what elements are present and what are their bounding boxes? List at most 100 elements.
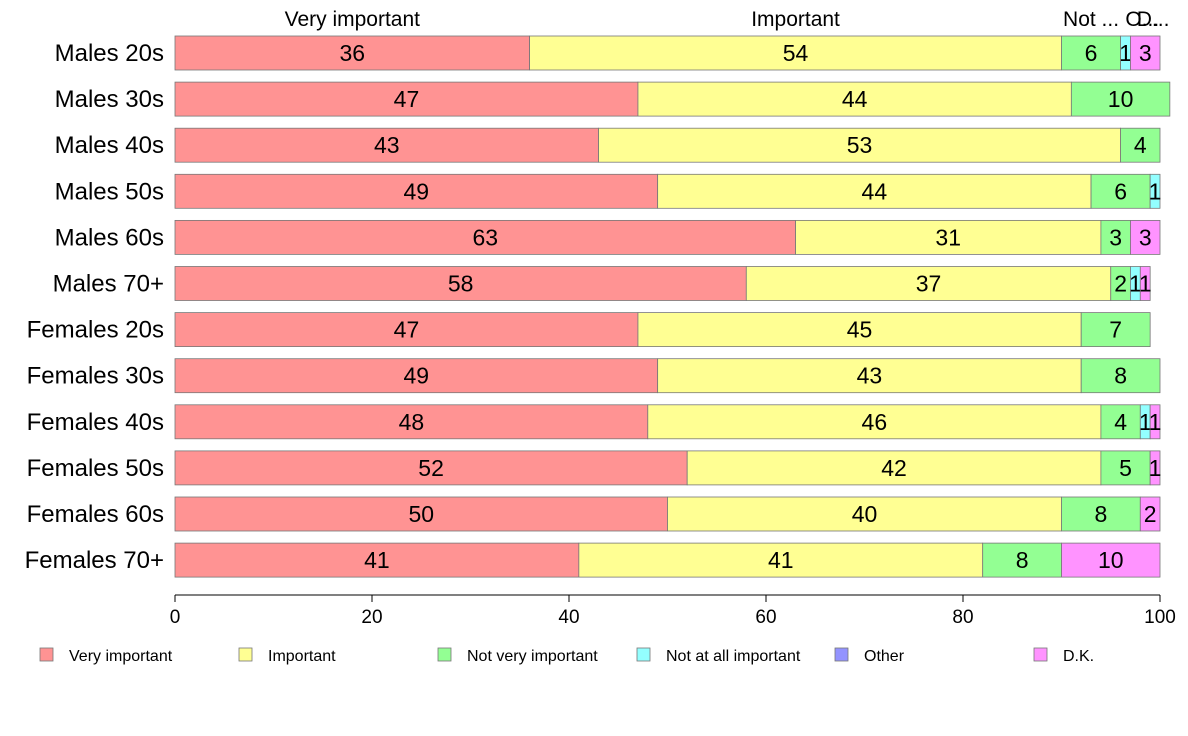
- legend-label: Not at all important: [666, 648, 801, 665]
- bar-value-label: 50: [408, 501, 434, 527]
- bar-segment: [174, 173, 659, 209]
- bar-value-label: 58: [448, 271, 474, 297]
- bar-segment: [795, 219, 1102, 255]
- bar-value-label: 2: [1144, 501, 1157, 527]
- bar-value-label: 10: [1098, 547, 1124, 573]
- category-label: Females 50s: [27, 455, 164, 482]
- x-tick-label: 100: [1144, 607, 1176, 628]
- x-tick-label: 0: [170, 607, 181, 628]
- bar-value-label: 5: [1119, 455, 1132, 481]
- bar-value-label: 1: [1149, 409, 1162, 435]
- bar-segment: [1120, 127, 1161, 163]
- bar-segment: [657, 173, 1092, 209]
- bar-segment: [1149, 404, 1161, 440]
- category-label: Males 30s: [55, 86, 164, 113]
- bar-value-label: 3: [1139, 224, 1152, 250]
- column-header-label: O...: [1125, 8, 1159, 31]
- bar-segment: [174, 312, 639, 348]
- bar-segment: [174, 450, 688, 486]
- bar-value-label: 36: [340, 40, 366, 66]
- column-header-label: Very important: [285, 8, 421, 31]
- legend-swatch: [1033, 647, 1048, 662]
- bar-value-label: 8: [1016, 547, 1029, 573]
- bar-value-label: 41: [364, 547, 390, 573]
- bar-segment: [174, 81, 639, 117]
- bar-value-label: 3: [1109, 224, 1122, 250]
- bar-value-label: 4: [1114, 409, 1127, 435]
- bar-value-label: 47: [394, 86, 420, 112]
- bar-value-label: 44: [842, 86, 868, 112]
- bar-segment: [657, 358, 1082, 394]
- bar-segment: [1100, 450, 1151, 486]
- x-axis: 0 20 40 60 80 100: [170, 594, 1176, 628]
- legend-swatch: [238, 647, 253, 662]
- bar-value-label: 41: [768, 547, 794, 573]
- bar-segment: [174, 219, 796, 255]
- bar-value-label: 53: [847, 132, 873, 158]
- category-labels: Males 20s Males 30s Males 40s Males 50s Male…: [25, 40, 164, 574]
- bar-value-label: 31: [935, 224, 961, 250]
- bar-segment: [174, 404, 649, 440]
- bar-value-label: 1: [1149, 455, 1162, 481]
- legend: Very important Important Not very importan…: [39, 647, 1094, 665]
- bar-value-label: 63: [472, 224, 498, 250]
- bar-segment: [1090, 173, 1151, 209]
- category-label: Females 30s: [27, 363, 164, 390]
- x-tick-label: 40: [558, 607, 579, 628]
- bar-segment: [174, 496, 668, 532]
- bar-segment: [1149, 450, 1161, 486]
- legend-label: Important: [268, 648, 336, 665]
- bar-value-label: 45: [847, 317, 873, 343]
- bar-value-label: 1: [1119, 40, 1132, 66]
- bar-segment: [1139, 266, 1151, 301]
- column-header-label: Important: [751, 8, 840, 31]
- category-label: Males 40s: [55, 132, 164, 159]
- bar-value-label: 52: [418, 455, 444, 481]
- bar-segment: [529, 35, 1062, 71]
- bar-value-label: 37: [916, 271, 942, 297]
- x-tick-label: 80: [952, 607, 973, 628]
- bar-segment: [174, 266, 747, 301]
- bar-value-label: 1: [1139, 409, 1152, 435]
- bar-value-label: 4: [1134, 132, 1147, 158]
- legend-label: D.K.: [1063, 648, 1094, 665]
- bar-segment: [745, 266, 1112, 301]
- bar-segment: [1080, 358, 1161, 394]
- bar-segment: [1070, 81, 1171, 117]
- category-label: Females 70+: [25, 547, 164, 574]
- bar-value-label: 42: [881, 455, 907, 481]
- bar-value-label: 7: [1109, 317, 1122, 343]
- bar-value-label: 1: [1149, 178, 1162, 204]
- legend-label: Other: [864, 648, 905, 665]
- legend-swatch: [39, 647, 54, 662]
- column-header-labels: Very important Important Not ... O...D...: [285, 8, 1170, 31]
- bar-value-label: 10: [1108, 86, 1134, 112]
- bar-value-label: 49: [404, 178, 430, 204]
- category-label: Males 60s: [55, 224, 164, 251]
- category-label: Females 40s: [27, 409, 164, 436]
- legend-swatch: [636, 647, 651, 662]
- legend-label: Not very important: [467, 648, 598, 665]
- legend-label: Very important: [69, 648, 173, 665]
- bar-value-label: 49: [404, 363, 430, 389]
- bar-segment: [667, 496, 1062, 532]
- legend-swatch: [437, 647, 452, 662]
- bar-segment: [598, 127, 1121, 163]
- bar-value-label: 47: [394, 317, 420, 343]
- x-tick-label: 60: [755, 607, 776, 628]
- bar-segment: [174, 127, 599, 163]
- bar-value-label: 54: [783, 40, 809, 66]
- bar-segment: [1080, 312, 1151, 348]
- bar-value-label: 46: [862, 409, 888, 435]
- category-label: Males 20s: [55, 40, 164, 67]
- bar-segment: [1100, 219, 1131, 255]
- bar-value-label: 1: [1129, 271, 1142, 297]
- bar-segment: [1130, 35, 1161, 71]
- bar-segment: [1100, 404, 1141, 440]
- bar-value-label: 6: [1085, 40, 1098, 66]
- bar-value-label: 8: [1114, 363, 1127, 389]
- bar-segment: [1149, 173, 1161, 209]
- x-tick-label: 20: [361, 607, 382, 628]
